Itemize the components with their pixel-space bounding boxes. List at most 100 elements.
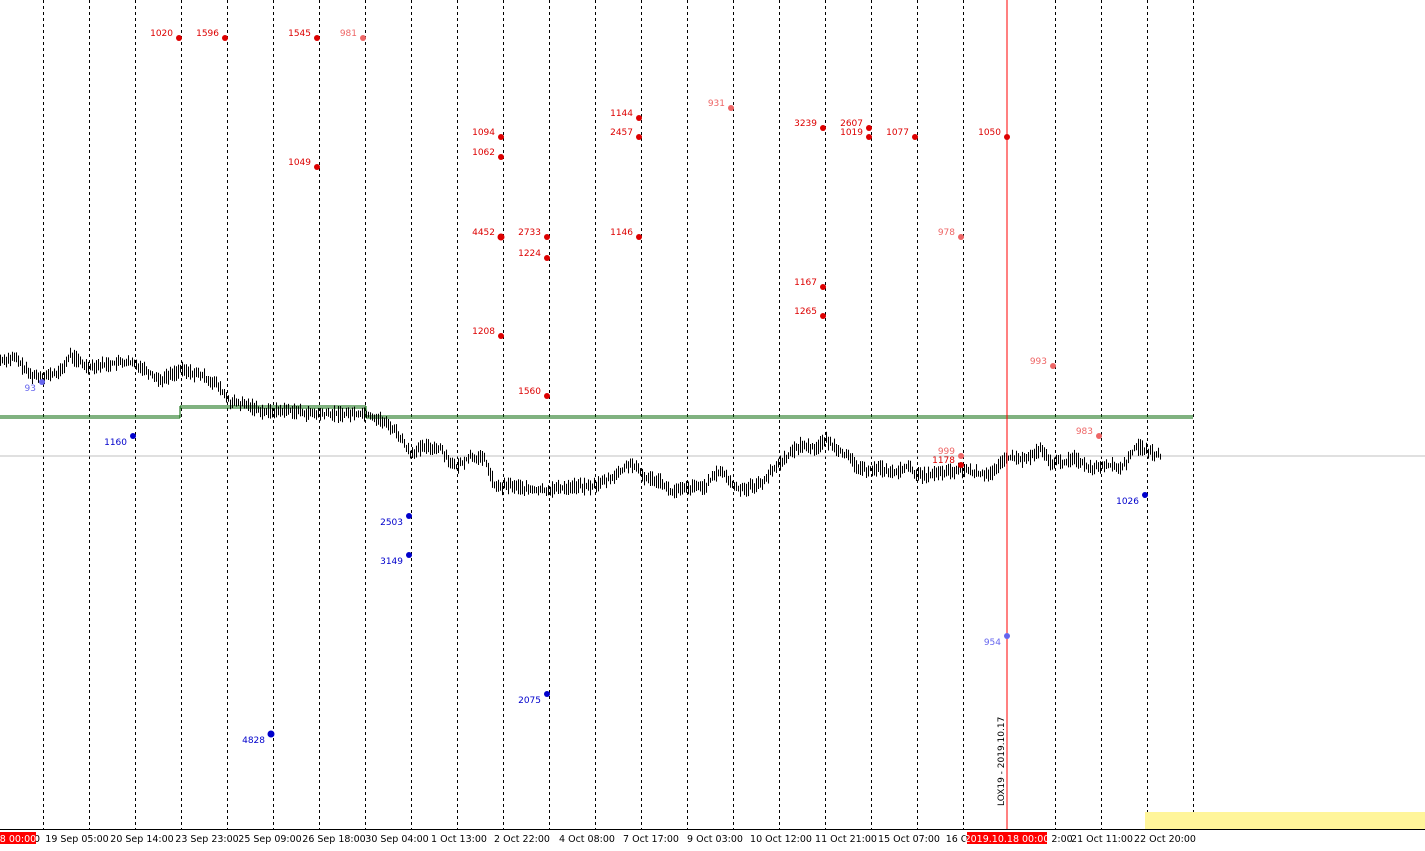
event-marker-dot xyxy=(498,333,504,339)
event-marker-label: 2503 xyxy=(380,518,403,528)
event-marker-label: 1019 xyxy=(840,128,863,138)
x-tick-label: 4 Oct 08:00 xyxy=(559,834,615,845)
event-marker-label: 1050 xyxy=(978,128,1001,138)
event-marker-dot xyxy=(958,234,964,240)
x-tick-label: 15 Oct 07:00 xyxy=(878,834,940,845)
event-marker-dot xyxy=(498,134,504,140)
event-marker-label: 2075 xyxy=(518,696,541,706)
cursor-time-label-bg xyxy=(967,832,1047,844)
x-tick-label: 23 Sep 23:00 xyxy=(175,834,238,845)
price-series xyxy=(0,347,1161,499)
event-marker-label: 1224 xyxy=(518,249,541,259)
event-marker-label: 993 xyxy=(1030,357,1047,367)
event-marker-label: 1020 xyxy=(150,29,173,39)
event-marker-label: 1026 xyxy=(1116,497,1139,507)
event-marker-label: 931 xyxy=(708,99,725,109)
event-marker-label: 2733 xyxy=(518,228,541,238)
event-marker-label: 1049 xyxy=(288,158,311,168)
event-marker-label: 1160 xyxy=(104,438,127,448)
x-tick-label: 22 Oct 20:00 xyxy=(1134,834,1196,845)
x-tick-label-partial: 2:00 xyxy=(1051,834,1072,845)
event-marker-dot xyxy=(866,125,872,131)
event-marker-dot xyxy=(1004,633,1010,639)
event-marker-dot xyxy=(406,552,412,558)
event-marker-dot xyxy=(1142,492,1148,498)
event-marker-dot xyxy=(498,154,504,160)
event-marker-label: 1094 xyxy=(472,128,495,138)
event-marker-dot xyxy=(314,164,320,170)
event-marker-label: 1545 xyxy=(288,29,311,39)
event-marker-label: 1596 xyxy=(196,29,219,39)
event-marker-dot xyxy=(820,284,826,290)
axis-left-highlight-label-bg xyxy=(0,832,36,844)
x-tick-label: 30 Sep 04:00 xyxy=(365,834,428,845)
event-marker-dot xyxy=(820,313,826,319)
event-marker-dot xyxy=(958,462,964,468)
event-marker-label: 1062 xyxy=(472,148,495,158)
event-marker-label: 2607 xyxy=(840,119,863,129)
event-marker-dot xyxy=(267,730,275,738)
event-marker-label: 983 xyxy=(1076,427,1093,437)
event-marker-dot xyxy=(636,234,642,240)
event-marker-label: 4828 xyxy=(242,736,265,746)
event-marker-dot xyxy=(176,35,182,41)
event-marker-label: 3149 xyxy=(380,557,403,567)
event-marker-dot xyxy=(544,691,550,697)
event-marker-label: 978 xyxy=(938,228,955,238)
event-marker-dot xyxy=(1096,433,1102,439)
cursor-time-label: 2019.10.18 00:00 xyxy=(965,834,1050,845)
event-marker-label: 1178 xyxy=(932,456,955,466)
x-tick-label: 10 Oct 12:00 xyxy=(750,834,812,845)
x-tick-label: 26 Sep 18:00 xyxy=(302,834,365,845)
vertical-marker-label: LOX19 - 2019.10.17 xyxy=(997,717,1007,806)
grid-layer xyxy=(43,0,1194,829)
x-tick-label-partial: 0 xyxy=(34,834,40,845)
event-marker-dot xyxy=(820,125,826,131)
event-marker-dot xyxy=(912,134,918,140)
event-marker-label: 1560 xyxy=(518,387,541,397)
price-series-bars xyxy=(0,347,1161,499)
event-marker-dot xyxy=(360,35,366,41)
event-marker-label: 1146 xyxy=(610,228,633,238)
event-marker-dot xyxy=(314,35,320,41)
event-marker-dot xyxy=(130,433,136,439)
x-tick-label: 9 Oct 03:00 xyxy=(687,834,743,845)
x-axis: 19 Sep 05:00 20 Sep 14:00 23 Sep 23:00 25 S… xyxy=(0,832,1196,845)
event-marker-label: 999 xyxy=(938,447,955,457)
x-tick-label: 1 Oct 13:00 xyxy=(431,834,487,845)
x-tick-label: 11 Oct 21:00 xyxy=(815,834,877,845)
event-marker-dot xyxy=(406,513,412,519)
event-marker-label: 4452 xyxy=(472,228,495,238)
event-marker-dot xyxy=(866,134,872,140)
x-tick-label: 19 Sep 05:00 xyxy=(45,834,108,845)
event-marker-dot xyxy=(39,379,45,385)
event-marker-label: 1077 xyxy=(886,128,909,138)
event-marker-dot xyxy=(544,255,550,261)
x-tick-label: 16 O xyxy=(946,834,969,845)
event-marker-label: 1208 xyxy=(472,327,495,337)
event-marker-dot xyxy=(1050,363,1056,369)
x-tick-label: 7 Oct 17:00 xyxy=(623,834,679,845)
x-tick-label: 2 Oct 22:00 xyxy=(494,834,550,845)
event-marker-dot xyxy=(958,453,964,459)
highlight-band xyxy=(1145,812,1425,829)
event-marker-label: 3239 xyxy=(794,119,817,129)
event-marker-dot xyxy=(544,234,550,240)
event-marker-dot xyxy=(544,393,550,399)
x-tick-label: 20 Sep 14:00 xyxy=(110,834,173,845)
event-marker-dot xyxy=(1004,134,1010,140)
event-marker-label: 93 xyxy=(25,384,36,394)
event-marker-dot xyxy=(497,233,505,241)
marker-layer: 1020 1596 1545 981 1049 1094 1062 4452 2733 1224 1… xyxy=(25,29,1148,746)
axis-left-highlight-label: 8 00:00 xyxy=(0,834,36,845)
event-marker-label: 1167 xyxy=(794,278,817,288)
event-marker-dot xyxy=(728,105,734,111)
event-marker-dot xyxy=(222,35,228,41)
event-marker-dot xyxy=(636,115,642,121)
x-tick-label: 21 Oct 11:00 xyxy=(1071,834,1133,845)
x-tick-label: 25 Sep 09:00 xyxy=(238,834,301,845)
event-marker-label: 2457 xyxy=(610,128,633,138)
event-marker-label: 1144 xyxy=(610,109,633,119)
event-marker-label: 1265 xyxy=(794,307,817,317)
